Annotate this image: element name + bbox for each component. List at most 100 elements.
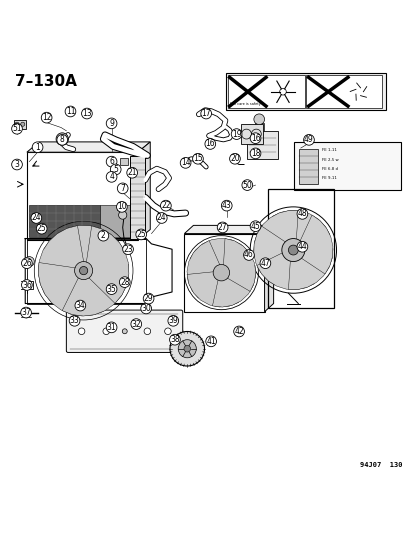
Circle shape	[170, 332, 204, 366]
Bar	[227, 75, 304, 108]
Text: 28: 28	[120, 278, 129, 287]
Text: 29: 29	[143, 294, 153, 303]
Circle shape	[21, 122, 25, 126]
Circle shape	[36, 223, 47, 234]
Circle shape	[126, 167, 137, 178]
Circle shape	[79, 266, 88, 274]
Text: 11: 11	[66, 107, 75, 116]
Text: 50: 50	[242, 181, 252, 190]
Circle shape	[156, 213, 167, 223]
Circle shape	[81, 108, 92, 119]
Text: 24: 24	[157, 214, 166, 222]
Circle shape	[243, 249, 254, 260]
Polygon shape	[272, 211, 329, 248]
Bar	[184, 233, 264, 312]
Circle shape	[249, 133, 260, 143]
Polygon shape	[62, 264, 128, 316]
Text: 16: 16	[250, 134, 260, 143]
Bar	[58, 136, 66, 142]
Text: 24: 24	[31, 214, 41, 222]
Circle shape	[183, 345, 190, 352]
Circle shape	[231, 129, 241, 140]
Bar	[267, 189, 333, 309]
Circle shape	[144, 328, 150, 335]
Circle shape	[31, 213, 42, 223]
Bar	[100, 205, 137, 237]
Circle shape	[140, 303, 151, 314]
Text: 13: 13	[82, 109, 92, 118]
Circle shape	[103, 328, 109, 335]
Text: 10: 10	[117, 203, 126, 212]
Text: 42: 42	[234, 327, 243, 336]
Text: 31: 31	[107, 323, 116, 332]
Polygon shape	[38, 263, 103, 316]
Text: Fan care is safety: Fan care is safety	[229, 102, 260, 106]
Text: 21: 21	[127, 168, 137, 177]
Polygon shape	[43, 225, 124, 268]
Text: 35: 35	[107, 285, 116, 294]
Bar	[29, 205, 100, 237]
Text: 25: 25	[136, 230, 146, 239]
Text: 2: 2	[101, 231, 105, 240]
Polygon shape	[288, 249, 332, 289]
Circle shape	[106, 322, 116, 333]
Circle shape	[122, 329, 127, 334]
Text: 37: 37	[21, 308, 31, 317]
Circle shape	[41, 112, 52, 123]
Circle shape	[221, 200, 232, 211]
Polygon shape	[264, 225, 273, 312]
Circle shape	[281, 239, 304, 262]
Polygon shape	[223, 238, 255, 292]
Text: 3: 3	[14, 160, 19, 169]
Bar	[254, 124, 263, 131]
Circle shape	[205, 336, 216, 346]
Text: 22: 22	[161, 201, 170, 210]
Circle shape	[249, 148, 260, 159]
Polygon shape	[256, 252, 313, 290]
FancyBboxPatch shape	[66, 310, 182, 352]
Circle shape	[143, 293, 154, 304]
Text: 38: 38	[170, 335, 179, 344]
Polygon shape	[86, 226, 128, 303]
Circle shape	[98, 230, 109, 241]
Bar	[298, 149, 317, 184]
Circle shape	[213, 264, 229, 281]
Circle shape	[15, 122, 19, 126]
Circle shape	[249, 221, 260, 231]
Circle shape	[259, 258, 270, 269]
Text: 16: 16	[205, 140, 215, 149]
Text: 44: 44	[297, 243, 306, 251]
Polygon shape	[253, 211, 297, 252]
Text: 34: 34	[75, 301, 85, 310]
Text: 7: 7	[120, 184, 125, 193]
Circle shape	[204, 139, 215, 149]
Text: 39: 39	[168, 316, 178, 325]
Text: FE 6-8 d: FE 6-8 d	[321, 167, 337, 171]
Circle shape	[24, 256, 34, 266]
Circle shape	[200, 108, 211, 119]
Circle shape	[119, 277, 130, 287]
Text: 48: 48	[297, 209, 306, 219]
Circle shape	[65, 106, 76, 117]
Text: 18: 18	[250, 149, 260, 158]
Polygon shape	[184, 225, 273, 233]
Circle shape	[118, 211, 126, 219]
Polygon shape	[299, 215, 332, 274]
Text: 14: 14	[180, 158, 190, 167]
Polygon shape	[27, 142, 150, 152]
Text: 1: 1	[35, 143, 40, 152]
Text: 25: 25	[37, 224, 46, 233]
Polygon shape	[212, 265, 255, 307]
Text: FE 2-5 w: FE 2-5 w	[321, 158, 338, 161]
Text: 94J07  130: 94J07 130	[359, 462, 401, 468]
Circle shape	[160, 200, 171, 211]
Text: 47: 47	[260, 259, 270, 268]
Text: 49: 49	[304, 135, 313, 144]
Circle shape	[57, 134, 67, 145]
Polygon shape	[253, 226, 287, 285]
Text: FE 1-11: FE 1-11	[321, 148, 336, 152]
Circle shape	[116, 201, 127, 212]
Polygon shape	[138, 142, 150, 240]
Circle shape	[56, 133, 68, 145]
Circle shape	[297, 241, 307, 252]
